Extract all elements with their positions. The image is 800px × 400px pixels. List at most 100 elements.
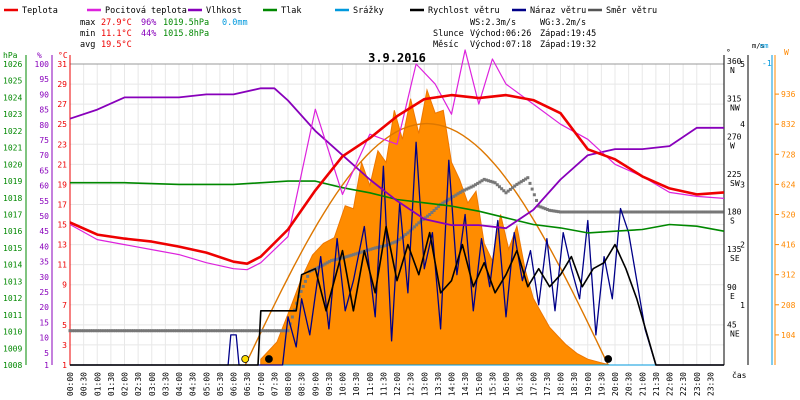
wind-direction-point: [686, 210, 690, 214]
temp-tick: 7: [62, 301, 67, 310]
x-tick-label: 07:00: [257, 372, 266, 396]
sunset-text: Západ:19:45: [540, 29, 596, 39]
x-tick-label: 12:30: [407, 372, 416, 396]
humidity-line: [69, 87, 724, 230]
wind-direction-point: [351, 253, 355, 257]
pct-tick: 75: [39, 136, 49, 145]
ms-tick: 4: [740, 120, 745, 129]
wind-direction-point: [519, 180, 523, 184]
wind-direction-point: [213, 329, 217, 333]
wind-direction-point: [586, 210, 590, 214]
hpa-tick: 1010: [3, 328, 22, 337]
wind-direction-point: [599, 210, 603, 214]
hpa-tick: 1014: [3, 261, 22, 270]
wind-direction-point: [574, 210, 578, 214]
wm2-tick: 728: [781, 150, 796, 159]
temp-tick: 3: [62, 341, 67, 350]
wind-direction-point: [436, 204, 440, 208]
stats-block: max 27.9°C 96% 1019.5hPa 0.0mm min 11.1°…: [80, 18, 248, 50]
dir-tick: 45: [727, 320, 737, 329]
wm2-tick: 936: [781, 90, 796, 99]
stats-max-hum: 96%: [141, 18, 156, 28]
wind-direction-point: [177, 329, 181, 333]
x-tick-label: 20:00: [611, 372, 620, 396]
wind-direction-point: [658, 210, 662, 214]
wind-direction-point: [207, 329, 211, 333]
pct-tick: 10: [39, 334, 49, 343]
wind-direction-point: [321, 263, 325, 267]
wind-direction-point: [478, 180, 482, 184]
wind-direction-point: [559, 210, 562, 214]
x-tick-label: 20:30: [625, 372, 634, 396]
wind-direction-point: [432, 208, 436, 212]
wind-direction-point: [186, 329, 190, 333]
wm2-tick: 416: [781, 241, 796, 250]
wind-direction-point: [604, 210, 608, 214]
x-tick-label: 13:00: [420, 372, 429, 396]
wind-direction-point: [452, 194, 456, 198]
wind-direction-point: [654, 210, 658, 214]
wind-direction-point: [532, 193, 536, 197]
wind-direction-point: [341, 256, 344, 260]
wind-direction-point: [259, 329, 263, 333]
x-tick-label: 04:00: [175, 372, 184, 396]
wind-direction-point: [200, 329, 204, 333]
x-tick-label: 22:30: [679, 372, 688, 396]
x-tick-label: 02:00: [121, 372, 130, 396]
legend-label: Tlak: [281, 6, 301, 16]
wind-direction-point: [152, 329, 156, 333]
wind-direction-point: [270, 329, 274, 333]
hpa-tick: 1021: [3, 144, 22, 153]
wind-direction-point: [375, 245, 379, 249]
legend-label: Náraz větru: [530, 6, 586, 16]
wind-direction-point: [195, 329, 199, 333]
wind-direction-point: [595, 210, 599, 214]
hpa-tick: 1013: [3, 277, 22, 286]
wind-direction-point: [225, 329, 229, 333]
temp-tick: 27: [57, 100, 67, 109]
wind-direction-point: [410, 227, 414, 231]
wind-direction-point: [476, 181, 480, 185]
wind-direction-point: [393, 240, 397, 244]
wind-direction-point: [570, 210, 574, 214]
x-tick-label: 13:30: [434, 372, 443, 396]
wind-gust-line: [70, 141, 724, 366]
wind-direction-point: [583, 210, 587, 214]
wind-direction-point: [245, 329, 249, 333]
wind-direction-point: [334, 257, 338, 261]
dir-tick: 180: [727, 208, 742, 217]
legend-item: Náraz větru: [512, 6, 586, 16]
sunset-marker: [604, 355, 613, 363]
hpa-tick: 1011: [3, 311, 22, 320]
wind-direction-point: [191, 329, 195, 333]
wind-direction-point: [458, 190, 462, 194]
wm2-tick: 624: [781, 180, 796, 189]
x-tick-label: 06:30: [243, 372, 252, 396]
wind-direction-point: [473, 183, 477, 187]
wind-direction-point: [369, 247, 373, 251]
pressure-line: [70, 180, 725, 234]
wind-direction-point: [482, 177, 486, 181]
pct-tick: 40: [39, 242, 49, 251]
wind-direction-point: [229, 329, 233, 333]
wind-direction-point: [367, 248, 371, 252]
wind-direction-point: [388, 242, 392, 246]
wind-direction-point: [647, 210, 651, 214]
hpa-tick: 1023: [3, 110, 22, 119]
wind-direction-point: [613, 210, 617, 214]
dir-tick-letter: E: [730, 292, 735, 301]
sun-label: Slunce: [433, 29, 464, 39]
wind-direction-point: [134, 329, 138, 333]
legend-label: Vlhkost: [206, 6, 242, 16]
x-tick-label: 17:00: [529, 372, 538, 396]
wind-direction-point: [402, 234, 406, 238]
wind-direction-point: [467, 186, 471, 190]
wm2-tick: 312: [781, 271, 796, 280]
wind-direction-point: [136, 329, 140, 333]
x-tick-label: 15:00: [475, 372, 484, 396]
wm2-tick: 208: [781, 301, 796, 310]
wind-direction-point: [197, 329, 201, 333]
x-tick-label: 19:30: [597, 372, 606, 396]
wind-direction-point: [170, 329, 174, 333]
